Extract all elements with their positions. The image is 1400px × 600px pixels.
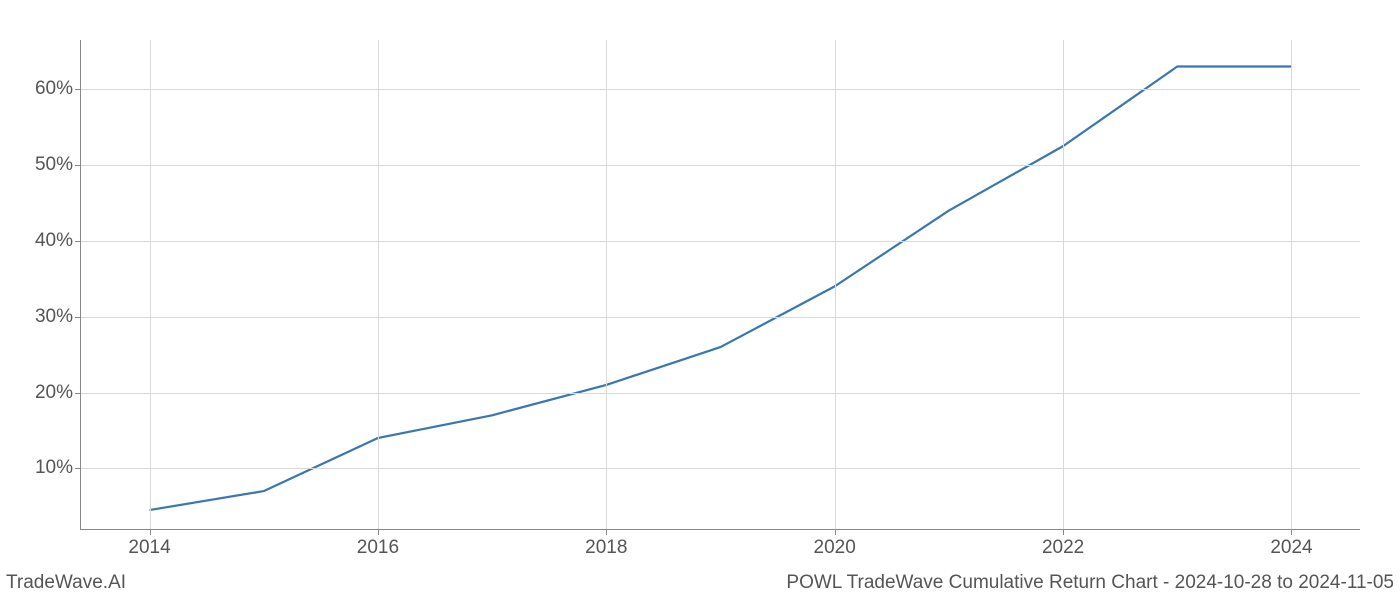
- grid-line-vertical: [150, 40, 151, 529]
- grid-line-horizontal: [81, 89, 1360, 90]
- grid-line-horizontal: [81, 317, 1360, 318]
- x-tick-mark: [378, 529, 379, 535]
- x-tick-mark: [606, 529, 607, 535]
- grid-line-vertical: [1063, 40, 1064, 529]
- chart-container: 10%20%30%40%50%60%2014201620182020202220…: [80, 40, 1360, 530]
- y-tick-mark: [75, 393, 81, 394]
- grid-line-horizontal: [81, 468, 1360, 469]
- grid-line-horizontal: [81, 241, 1360, 242]
- y-tick-mark: [75, 89, 81, 90]
- x-tick-mark: [835, 529, 836, 535]
- y-tick-mark: [75, 241, 81, 242]
- line-chart-svg: [81, 40, 1360, 529]
- return-line: [150, 67, 1292, 511]
- grid-line-vertical: [606, 40, 607, 529]
- x-tick-mark: [1063, 529, 1064, 535]
- grid-line-vertical: [1291, 40, 1292, 529]
- footer-left: TradeWave.AI: [6, 572, 126, 594]
- y-tick-mark: [75, 317, 81, 318]
- x-tick-mark: [150, 529, 151, 535]
- grid-line-vertical: [378, 40, 379, 529]
- x-tick-mark: [1291, 529, 1292, 535]
- y-tick-mark: [75, 165, 81, 166]
- grid-line-horizontal: [81, 165, 1360, 166]
- grid-line-horizontal: [81, 393, 1360, 394]
- grid-line-vertical: [835, 40, 836, 529]
- y-tick-mark: [75, 468, 81, 469]
- plot-area: 10%20%30%40%50%60%2014201620182020202220…: [80, 40, 1360, 530]
- footer-right: POWL TradeWave Cumulative Return Chart -…: [786, 572, 1394, 594]
